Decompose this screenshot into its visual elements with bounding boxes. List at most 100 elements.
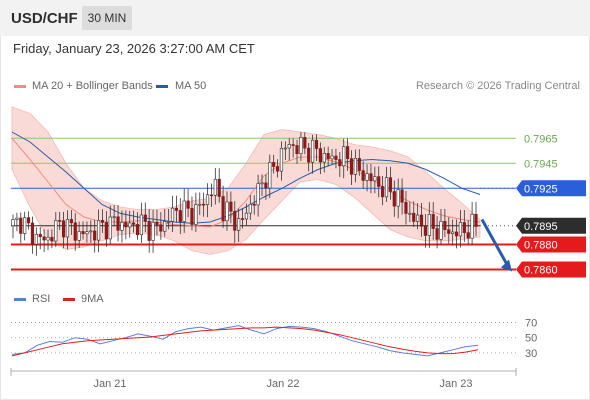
candle-body: [252, 203, 256, 206]
candle: [353, 149, 357, 183]
timeframe-button[interactable]: 30 MIN: [82, 6, 132, 30]
rsi-level-label-50: 50: [525, 333, 537, 345]
ma9-legend-label: 9MA: [81, 293, 104, 305]
candle: [291, 138, 295, 158]
candle: [174, 195, 179, 223]
candle: [279, 141, 284, 181]
candle-body: [30, 222, 35, 245]
candle-body: [400, 189, 404, 203]
candle-body: [69, 219, 73, 224]
candle: [155, 209, 159, 236]
candle-body: [237, 218, 241, 231]
candle: [69, 210, 73, 235]
candle-body: [299, 137, 303, 154]
candle-body: [268, 162, 272, 189]
candle-body: [233, 211, 237, 231]
x-tick-label: Jan 23: [439, 378, 472, 390]
candle: [120, 210, 124, 243]
candle-body: [202, 203, 206, 206]
candle: [178, 198, 182, 235]
candle: [182, 188, 186, 233]
candle-body: [431, 214, 435, 229]
candle: [34, 227, 38, 256]
rsi-line: [11, 325, 479, 357]
chart-datetime: Friday, January 23, 2026 3:27:00 AM CET: [13, 41, 255, 56]
rsi-level-label-30: 30: [525, 348, 537, 360]
candle-body: [116, 216, 120, 231]
candle: [287, 138, 291, 161]
forecast-arrow-shaft: [480, 218, 509, 266]
candle-body: [182, 200, 186, 222]
candle: [338, 151, 342, 177]
candle-body: [361, 170, 365, 181]
candle: [240, 208, 245, 229]
candle-body: [155, 221, 159, 225]
candle: [65, 210, 70, 250]
candle-body: [451, 231, 455, 234]
candle-body: [291, 144, 295, 146]
candle: [470, 201, 474, 246]
candle: [427, 202, 431, 248]
candle: [443, 208, 447, 238]
candle: [143, 202, 147, 233]
candle-body: [439, 221, 443, 240]
candle: [252, 195, 256, 215]
candle-body: [174, 207, 179, 211]
candle: [400, 178, 404, 215]
candle: [369, 163, 373, 194]
candle-body: [120, 222, 124, 231]
level-tag-shape: [516, 261, 586, 278]
candle: [23, 211, 27, 241]
candle: [11, 214, 15, 239]
candle-body: [54, 220, 58, 242]
candle-body: [248, 203, 252, 214]
candle: [346, 138, 350, 171]
candle: [314, 134, 319, 161]
candle-body: [454, 231, 459, 237]
candle-body: [272, 162, 276, 167]
candle-body: [283, 147, 287, 150]
x-tick-label: Jan 21: [93, 378, 126, 390]
candle: [167, 209, 171, 230]
candle: [159, 212, 163, 240]
candle-body: [217, 178, 221, 197]
level-tag-label: 0.7925: [524, 183, 558, 195]
candle-body: [307, 147, 311, 163]
candle-body: [132, 222, 136, 225]
candle: [419, 202, 424, 237]
candle-body: [287, 144, 291, 149]
candle-body: [314, 139, 319, 149]
candle: [392, 180, 396, 217]
candle: [256, 174, 260, 217]
candle-body: [124, 222, 128, 228]
candle: [295, 139, 299, 164]
currency-pair: USD/CHF: [11, 10, 78, 27]
candle-body: [19, 217, 23, 234]
candle: [447, 217, 451, 244]
candle: [135, 212, 140, 240]
candle: [396, 178, 400, 219]
candle: [213, 168, 217, 205]
credit-text: Research © 2026 Trading Central: [415, 80, 580, 92]
rsi-legend-swatch: [14, 298, 26, 301]
candle: [458, 209, 463, 248]
candle-body: [135, 224, 140, 236]
candle: [38, 227, 42, 250]
candle-body: [342, 146, 346, 167]
candle: [190, 196, 194, 231]
level-label-0.7945: 0.7945: [524, 158, 558, 170]
candle: [30, 216, 35, 254]
candle-body: [159, 224, 163, 232]
candle-body: [178, 210, 182, 222]
candle-body: [334, 155, 338, 160]
candle-body: [11, 219, 15, 227]
candle-body: [244, 212, 249, 220]
candle: [108, 205, 112, 245]
candle: [46, 229, 50, 251]
candle: [229, 191, 233, 224]
level-tag-shape: [516, 180, 586, 197]
candle-body: [330, 155, 334, 160]
candle: [225, 191, 229, 231]
candle: [116, 205, 120, 242]
candle: [408, 201, 412, 223]
